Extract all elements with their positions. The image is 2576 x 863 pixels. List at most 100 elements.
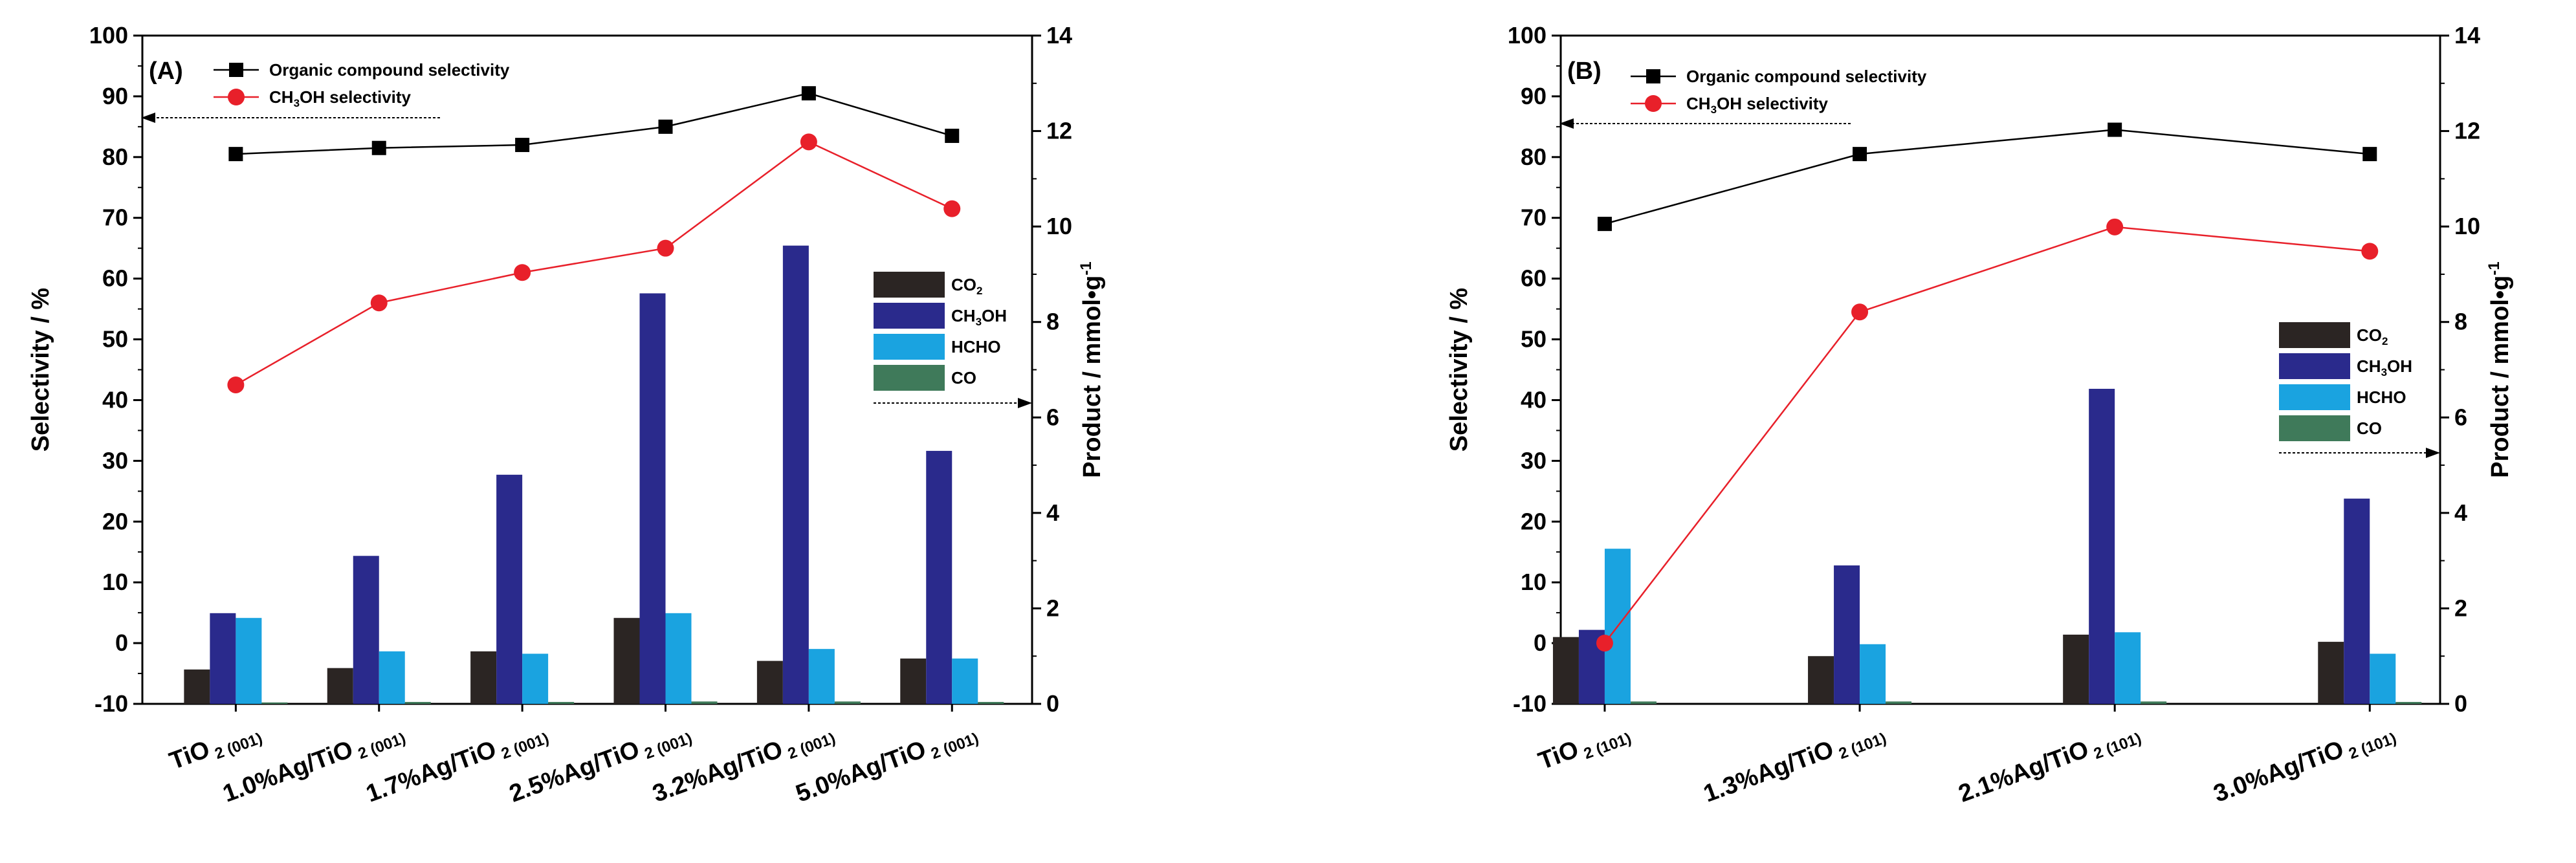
- y-left-tick-label: 0: [115, 629, 128, 656]
- bar-co2: [327, 668, 353, 704]
- y-left-tick-label: 90: [102, 83, 128, 109]
- y-left-tick-label: 0: [1534, 629, 1547, 656]
- chart-panel-a: -10 0 10 20 30 40 50 60 70 80 90 100 0 2 4 6 8 10 12 14 Sele…: [27, 22, 1106, 808]
- marker-organic-selectivity: [1853, 147, 1867, 162]
- marker-ch3oh-selectivity: [943, 200, 961, 217]
- y-left-tick-label: 10: [102, 569, 128, 595]
- left-arrowhead: [1559, 118, 1574, 129]
- legend-bar-swatch: [2279, 415, 2350, 441]
- y-left-tick-label: 40: [1521, 386, 1547, 413]
- bar-co: [834, 701, 861, 704]
- line-organic-selectivity: [236, 92, 952, 155]
- y-left-tick-label: 60: [1521, 265, 1547, 292]
- marker-ch3oh-selectivity: [657, 239, 674, 257]
- bar-ch3oh: [782, 245, 809, 705]
- y-left-tick-label: -10: [1513, 690, 1547, 717]
- bar-hcho: [2370, 653, 2396, 704]
- legend-bar-label: HCHO: [2357, 388, 2406, 407]
- y-left-tick-label: 10: [1521, 569, 1547, 595]
- y-left-tick-label: 60: [102, 265, 128, 292]
- y-right-tick-label: 0: [1046, 690, 1059, 717]
- marker-organic-selectivity: [2362, 147, 2377, 162]
- bar-ch3oh: [1834, 565, 1860, 704]
- legend-circle-marker: [228, 89, 245, 105]
- legend-bar-label: CO2: [2357, 325, 2388, 347]
- legend-square-marker: [1646, 69, 1660, 83]
- legend-bar-label: CO2: [951, 275, 982, 297]
- bar-co2: [2063, 635, 2089, 704]
- legend-bar-swatch: [874, 303, 945, 329]
- bar-co2: [470, 651, 497, 704]
- bar-hcho: [236, 618, 262, 704]
- panel-label: (B): [1567, 58, 1602, 85]
- legend-label: CH3OH selectivity: [269, 87, 412, 109]
- marker-ch3oh-selectivity: [514, 264, 531, 281]
- bar-co2: [1552, 637, 1579, 704]
- y-right-tick-label: 0: [2454, 690, 2467, 717]
- legend-bar-label: CH3OH: [951, 306, 1007, 328]
- y-left-tick-label: -10: [94, 690, 128, 717]
- y-left-tick-label: 70: [102, 204, 128, 231]
- y-right-tick-label: 10: [2454, 213, 2480, 239]
- x-tick-label: 3.0%Ag/TiO 2 (101): [2210, 717, 2399, 811]
- y-right-tick-label: 6: [1046, 404, 1059, 430]
- marker-organic-selectivity: [371, 140, 386, 155]
- bar-co: [1886, 701, 1912, 704]
- y-left-axis-title: Selectivity / %: [27, 288, 54, 452]
- legend-square-marker: [229, 63, 243, 77]
- y-left-tick-label: 50: [1521, 326, 1547, 353]
- bar-hcho: [1860, 644, 1886, 704]
- y-right-tick-label: 6: [2454, 404, 2467, 430]
- bar-ch3oh: [353, 556, 379, 704]
- y-left-tick-label: 30: [102, 447, 128, 474]
- marker-ch3oh-selectivity: [2361, 243, 2379, 260]
- y-right-axis-title: Product / mmol•g-1: [1077, 261, 1106, 477]
- bar-co: [2141, 701, 2167, 704]
- y-right-axis-title: Product / mmol•g-1: [2485, 261, 2514, 477]
- legend-bar-swatch: [874, 365, 945, 391]
- marker-ch3oh-selectivity: [800, 133, 817, 151]
- bar-hcho: [952, 658, 978, 704]
- bar-co2: [2318, 642, 2344, 704]
- bar-hcho: [522, 653, 549, 704]
- y-right-tick-label: 4: [2454, 499, 2467, 526]
- marker-organic-selectivity: [658, 119, 673, 134]
- legend-circle-marker: [1645, 95, 1662, 112]
- bar-co: [691, 701, 718, 704]
- bar-hcho: [665, 613, 692, 704]
- y-left-tick-label: 40: [102, 386, 128, 413]
- bar-ch3oh: [2089, 389, 2115, 704]
- chart-panel-b: -10 0 10 20 30 40 50 60 70 80 90 100 0 2 4 6 8 10 12 14 Sele…: [1446, 22, 2514, 811]
- y-left-tick-label: 30: [1521, 447, 1547, 474]
- bar-co: [261, 702, 288, 704]
- y-left-tick-label: 50: [102, 326, 128, 353]
- bar-co: [404, 702, 431, 704]
- x-tick-label: 1.3%Ag/TiO 2 (101): [1700, 717, 1889, 811]
- marker-organic-selectivity: [228, 147, 243, 162]
- y-left-tick-label: 20: [102, 508, 128, 534]
- legend-label: Organic compound selectivity: [269, 60, 510, 80]
- bar-ch3oh: [926, 450, 952, 704]
- marker-ch3oh-selectivity: [227, 376, 245, 393]
- marker-organic-selectivity: [1597, 217, 1612, 232]
- marker-organic-selectivity: [801, 86, 816, 101]
- marker-ch3oh-selectivity: [2106, 218, 2124, 235]
- x-tick-label: TiO 2 (101): [1535, 717, 1634, 778]
- marker-ch3oh-selectivity: [1851, 303, 1869, 321]
- bar-co2: [756, 661, 783, 704]
- marker-ch3oh-selectivity: [370, 294, 388, 312]
- marker-organic-selectivity: [2108, 122, 2122, 137]
- legend-bar-swatch: [874, 272, 945, 298]
- y-right-tick-label: 12: [1046, 118, 1072, 144]
- legend-bar-label: CH3OH: [2357, 356, 2412, 378]
- x-tick-label: TiO 2 (001): [166, 717, 265, 778]
- y-right-tick-label: 14: [1046, 22, 1072, 49]
- y-right-tick-label: 4: [1046, 499, 1059, 526]
- y-left-tick-label: 70: [1521, 204, 1547, 231]
- y-right-tick-label: 8: [2454, 309, 2467, 335]
- y-left-tick-label: 20: [1521, 508, 1547, 534]
- marker-ch3oh-selectivity: [1596, 635, 1613, 652]
- panel-label: (A): [149, 58, 183, 85]
- y-right-tick-label: 2: [2454, 595, 2467, 621]
